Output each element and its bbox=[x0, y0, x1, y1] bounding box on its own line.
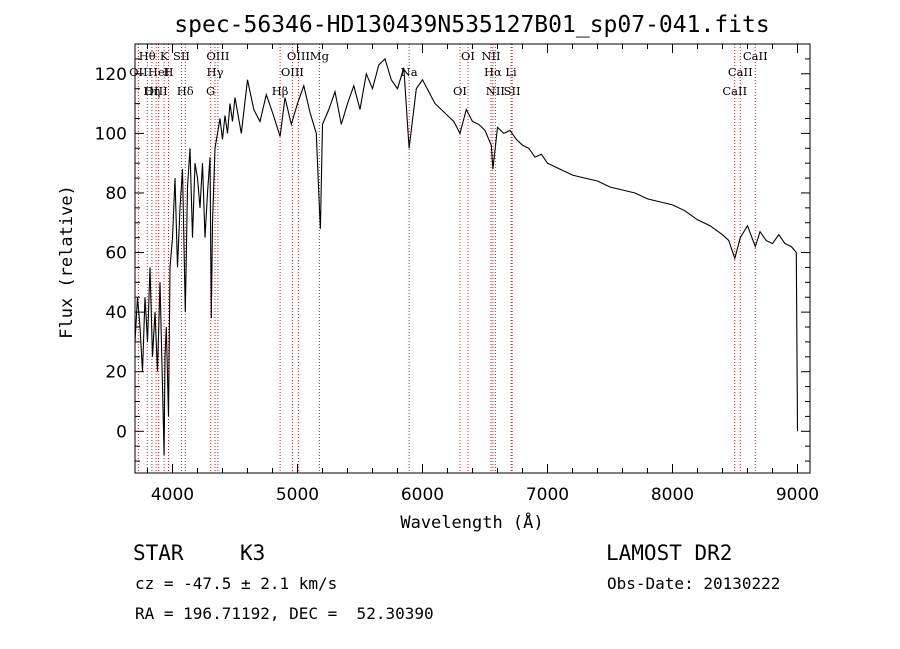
chart-title: spec-56346-HD130439N535127B01_sp07-041.f… bbox=[174, 12, 769, 38]
line-label: Li bbox=[505, 65, 517, 79]
line-label: H bbox=[163, 65, 173, 79]
line-label-group: HθOIIOIIIKHeIHηSIIHHδOIIIHγGOIIIOIIIHβMg… bbox=[129, 49, 768, 98]
line-label: SII bbox=[173, 49, 190, 63]
x-axis-ticks: 4000 5000 6000 7000 8000 9000 bbox=[147, 44, 819, 505]
y-tick-label: 20 bbox=[105, 363, 127, 383]
x-axis-label: Wavelength (Å) bbox=[400, 511, 543, 533]
line-label: OII bbox=[129, 65, 148, 79]
line-label: Hγ bbox=[207, 65, 224, 79]
x-tick-label: 8000 bbox=[651, 485, 694, 505]
line-label: K bbox=[160, 49, 169, 63]
y-tick-label: 120 bbox=[95, 65, 127, 85]
line-label: CaII bbox=[743, 49, 768, 63]
y-axis-ticks: 0 20 40 60 80 100 120 bbox=[95, 58, 810, 462]
line-label: Na bbox=[401, 65, 418, 79]
y-tick-label: 80 bbox=[105, 184, 127, 204]
line-label: CaII bbox=[728, 65, 753, 79]
line-label: Hδ bbox=[177, 84, 194, 98]
x-tick-label: 4000 bbox=[151, 485, 194, 505]
redshift-velocity: cz = -47.5 ± 2.1 km/s bbox=[135, 574, 338, 593]
line-label: NII bbox=[481, 49, 500, 63]
y-tick-label: 60 bbox=[105, 244, 127, 264]
line-label: OIII bbox=[281, 65, 304, 79]
y-tick-label: 100 bbox=[95, 124, 127, 144]
line-label: CaII bbox=[722, 84, 747, 98]
line-label: NII bbox=[486, 84, 505, 98]
ra-dec-coordinates: RA = 196.71192, DEC = 52.30390 bbox=[135, 604, 434, 623]
survey-name: LAMOST DR2 bbox=[606, 541, 733, 565]
spectral-subclass: K3 bbox=[240, 541, 266, 565]
line-label: Hθ bbox=[139, 49, 156, 63]
x-tick-label: 9000 bbox=[776, 485, 819, 505]
x-tick-label: 5000 bbox=[276, 485, 319, 505]
observation-date: Obs-Date: 20130222 bbox=[607, 574, 781, 593]
line-label: Hβ bbox=[272, 84, 289, 98]
line-label: OI bbox=[461, 49, 475, 63]
line-label: G bbox=[206, 84, 215, 98]
line-label: Hα bbox=[484, 65, 502, 79]
line-label: Mg bbox=[310, 49, 330, 63]
x-tick-label: 7000 bbox=[526, 485, 569, 505]
y-axis-label: Flux (relative) bbox=[57, 185, 77, 339]
line-label: HeI bbox=[148, 65, 169, 79]
y-tick-label: 40 bbox=[105, 303, 127, 323]
line-label: SII bbox=[504, 84, 521, 98]
line-label: OI bbox=[453, 84, 467, 98]
x-tick-label: 6000 bbox=[401, 485, 444, 505]
plot-frame bbox=[134, 43, 811, 474]
y-tick-label: 0 bbox=[116, 422, 127, 442]
spectrum-line bbox=[134, 57, 799, 456]
line-label: OIII bbox=[287, 49, 310, 63]
line-label: OIII bbox=[145, 84, 168, 98]
line-label: Hη bbox=[143, 84, 160, 98]
object-class: STAR bbox=[133, 541, 184, 565]
line-label: OIII bbox=[206, 49, 229, 63]
